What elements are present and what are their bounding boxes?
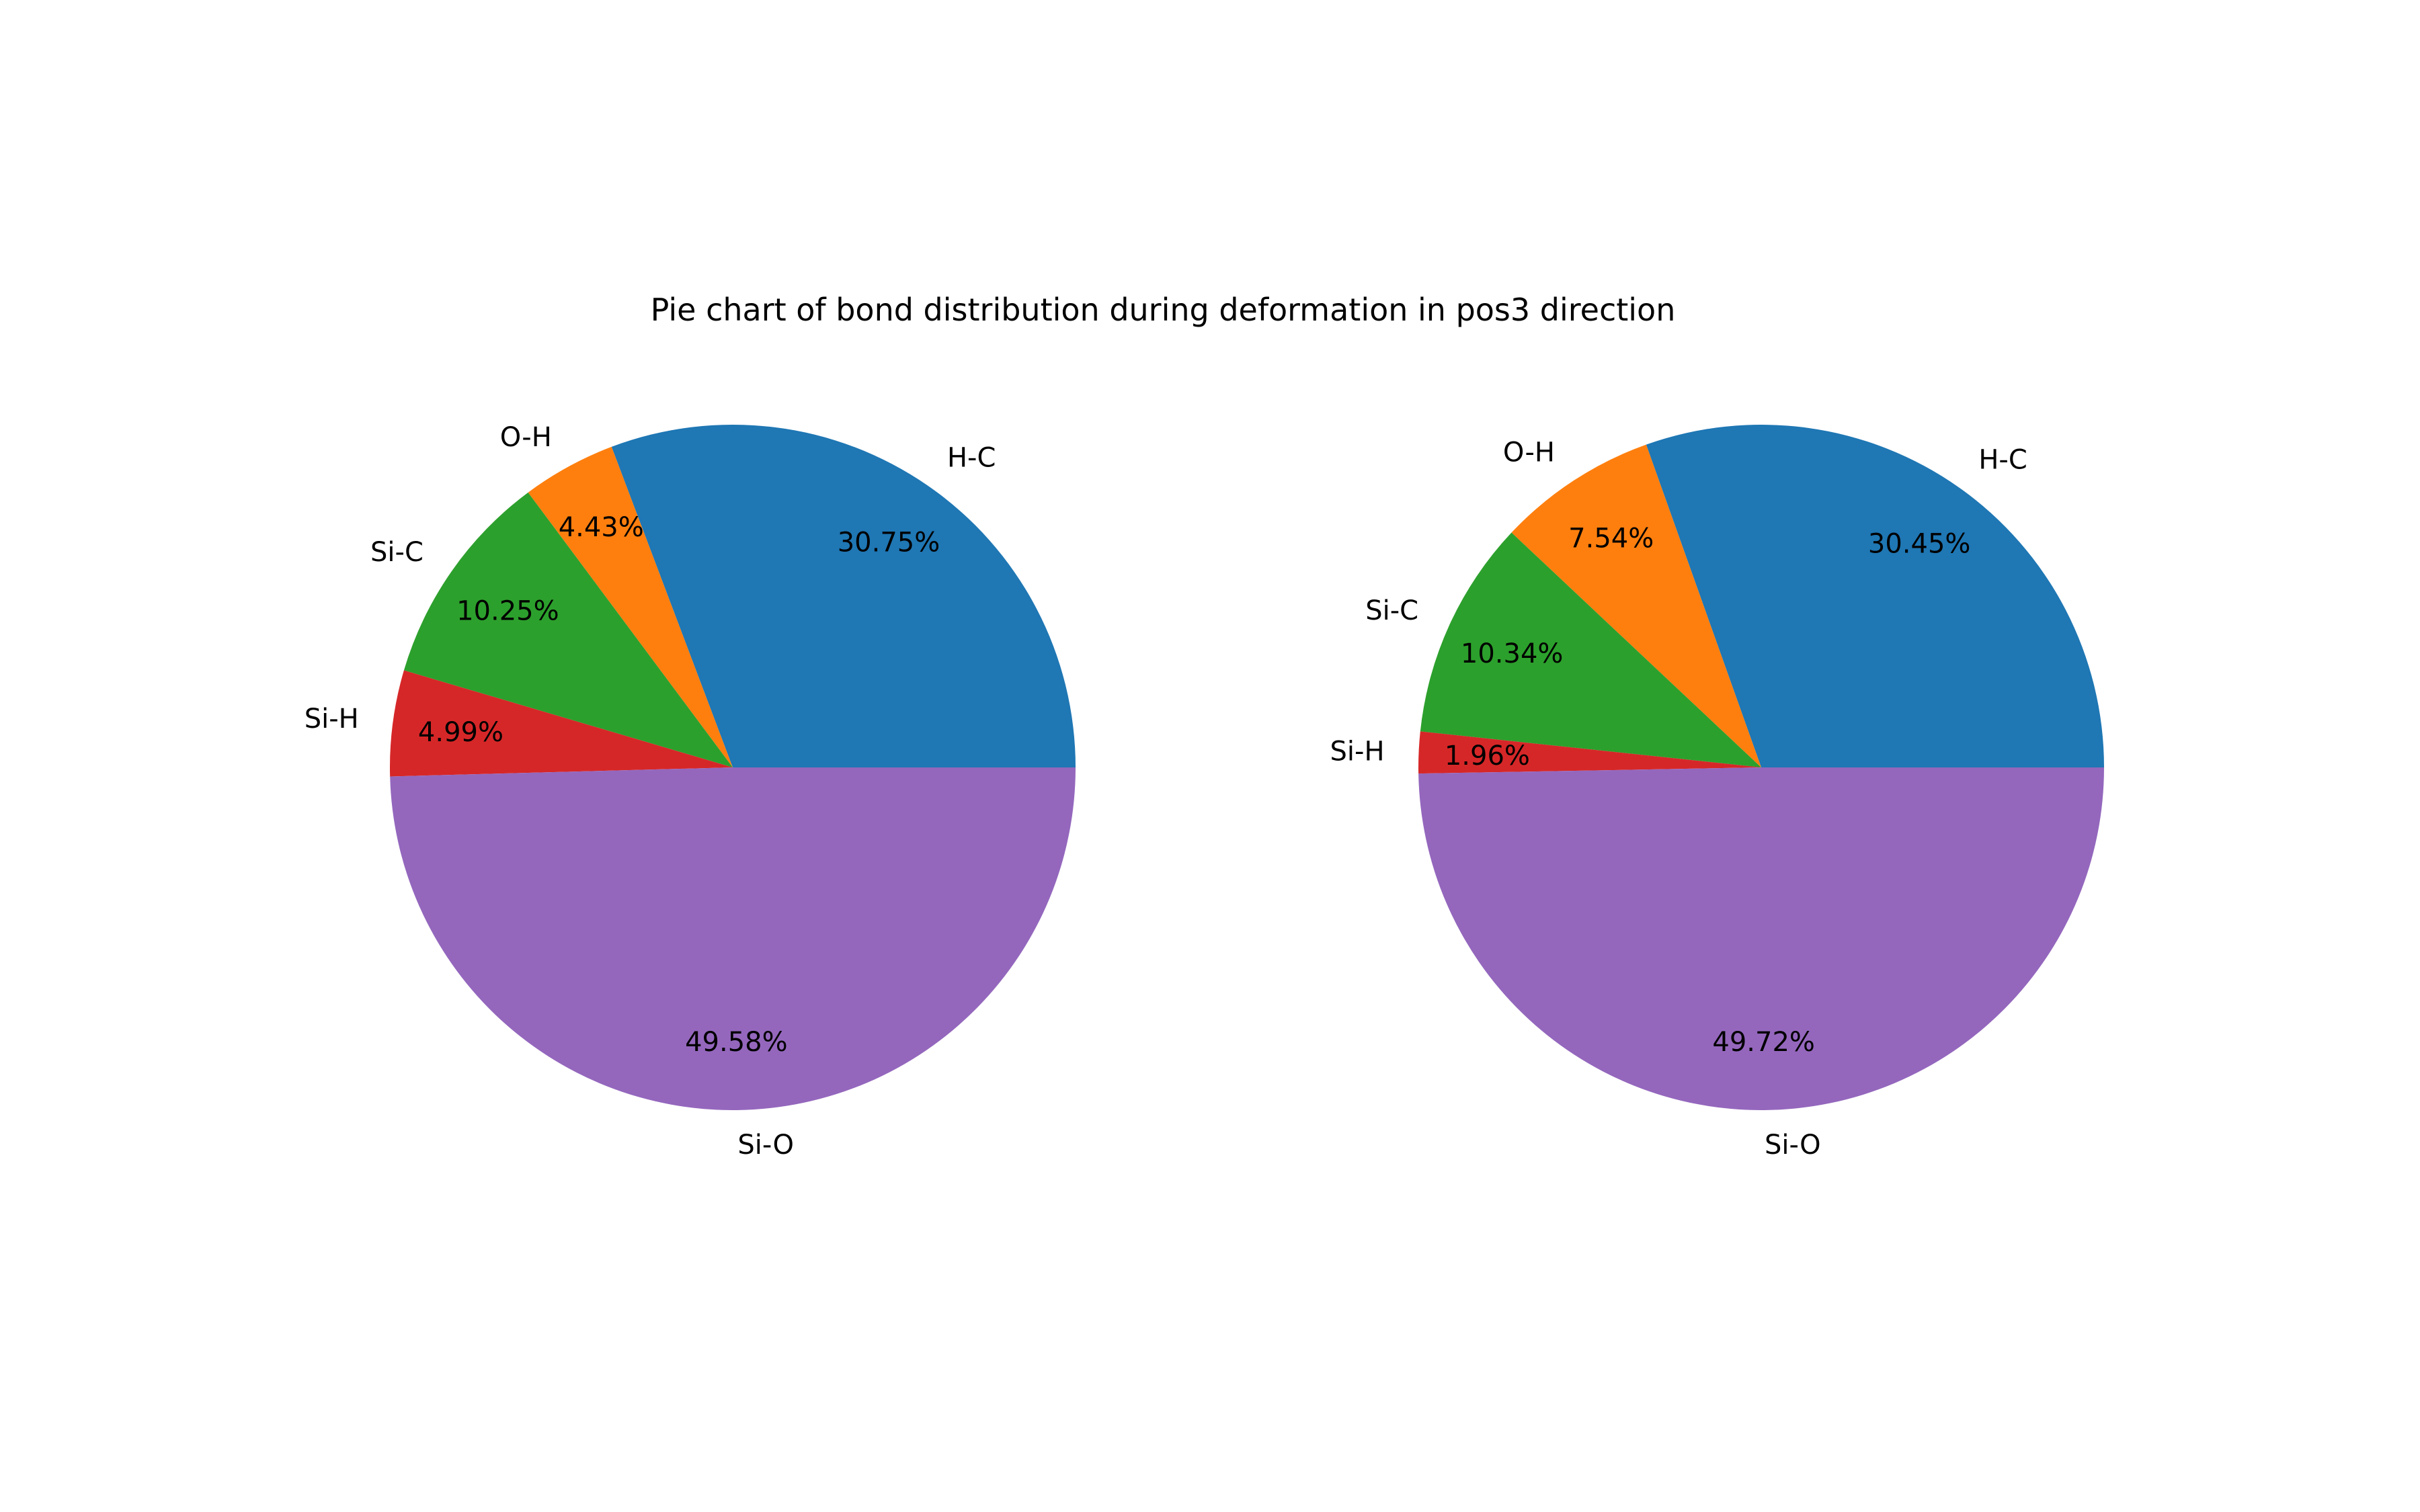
pct-label-o-h: 4.43% [559,512,644,543]
slice-label-o-h: O-H [1503,437,1555,468]
pie-slice-si-c [1420,532,1761,767]
slice-label-si-o: Si-O [737,1130,794,1161]
pie-slice-o-h [1511,444,1761,767]
pct-label-h-c: 30.75% [838,527,940,558]
pie-slice-si-h [1418,731,1761,774]
pie-slice-si-c [403,492,733,767]
pct-label-si-h: 4.99% [418,717,503,748]
slice-label-si-h: Si-H [1330,737,1385,767]
pie-slice-h-c [611,424,1076,767]
slice-label-h-c: H-C [947,442,996,473]
pie-slice-o-h [528,446,733,767]
pct-label-si-c: 10.34% [1461,638,1564,669]
pie-chart-left: H-C 30.75% O-H 4.43% Si-C 10.25% Si-H 4.99% Si-O… [305,422,1076,1161]
pct-label-h-c: 30.45% [1868,529,1971,560]
pct-label-si-o: 49.72% [1712,1027,1815,1058]
pie-slice-si-h [390,670,733,777]
slice-label-h-c: H-C [1978,445,2027,476]
pct-label-si-c: 10.25% [456,596,559,627]
slice-label-si-o: Si-O [1765,1130,1821,1161]
slice-label-si-c: Si-C [1365,595,1418,626]
pct-label-si-o: 49.58% [685,1027,788,1058]
pie-slice-h-c [1646,425,2104,767]
slice-label-o-h: O-H [500,422,552,453]
pie-slice-si-o [1418,767,2104,1111]
pct-label-o-h: 7.54% [1568,523,1654,554]
chart-title: Pie chart of bond distribution during de… [651,292,1676,328]
slice-label-si-h: Si-H [305,704,359,734]
pct-label-si-h: 1.96% [1445,741,1530,771]
slice-label-si-c: Si-C [370,537,424,568]
pie-chart-right: H-C 30.45% O-H 7.54% Si-C 10.34% Si-H 1.96% Si-O… [1330,425,2104,1161]
pie-slice-si-o [390,767,1076,1111]
